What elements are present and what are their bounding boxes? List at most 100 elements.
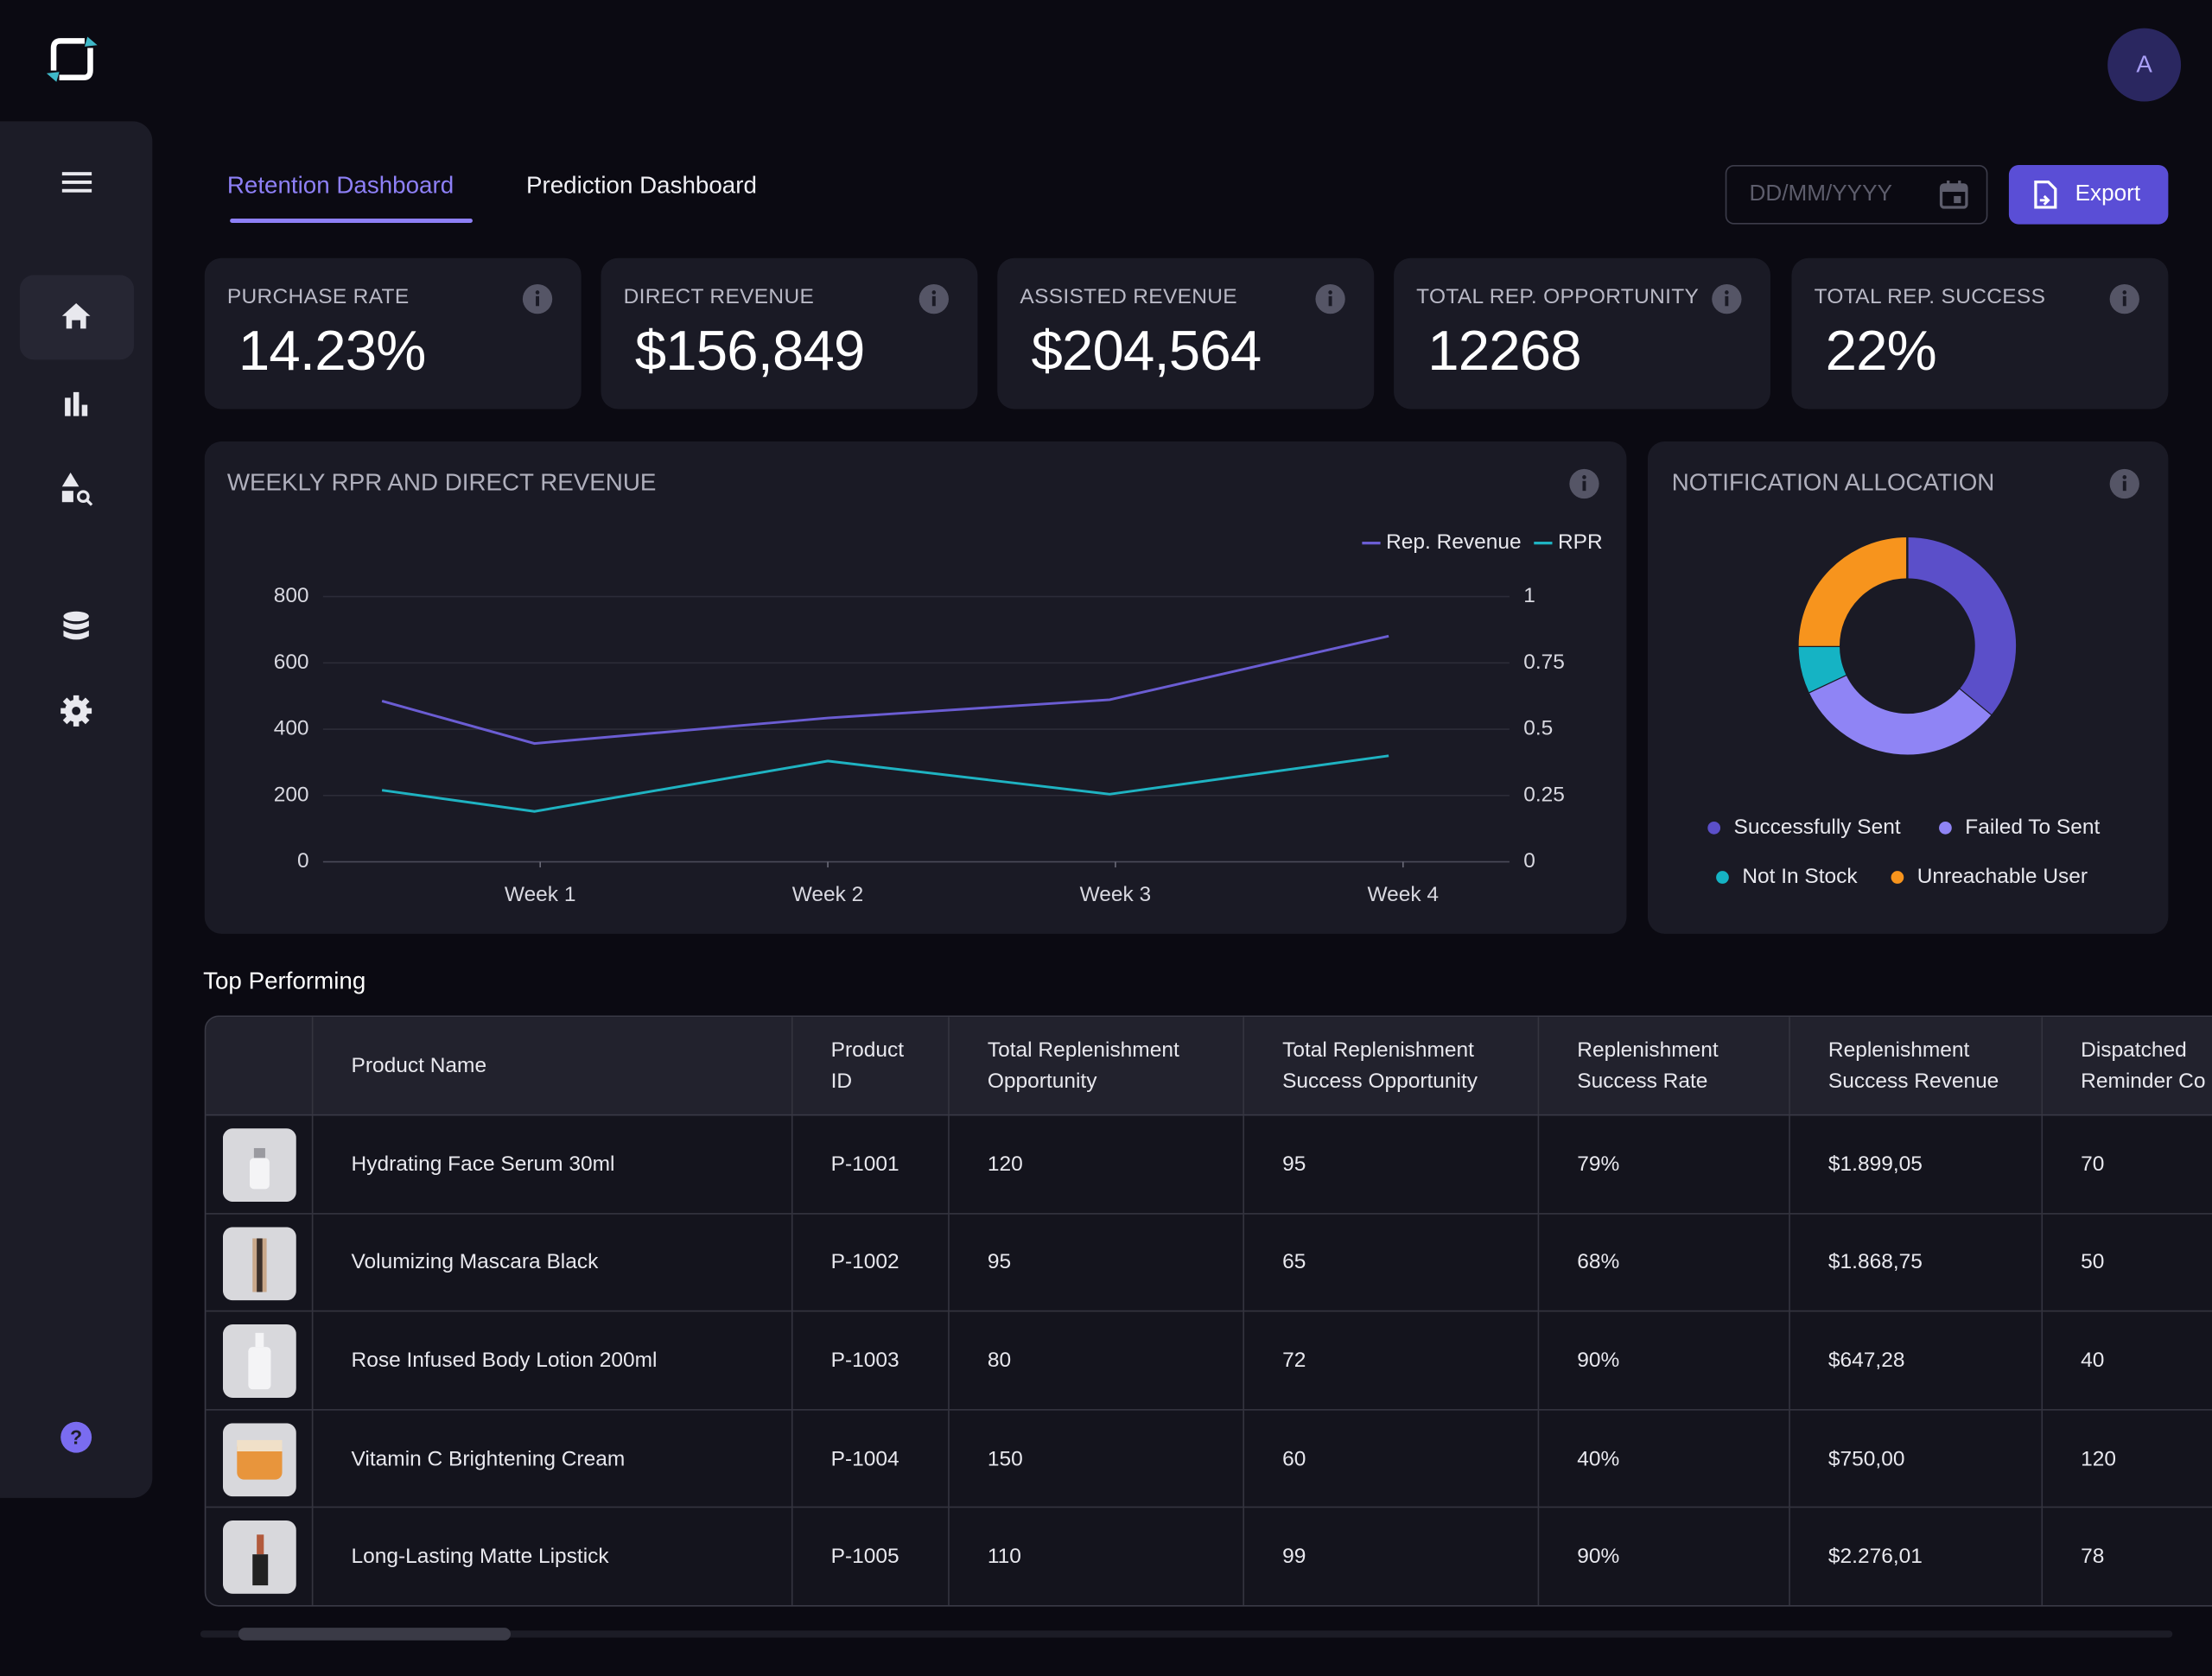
kpi-card: TOTAL REP. SUCCESS22%	[1791, 258, 2168, 409]
kpi-value: $204,564	[1031, 321, 1261, 384]
info-stem	[932, 296, 936, 306]
y-tick-label: 0	[297, 849, 309, 873]
legend-dot	[1939, 822, 1952, 835]
tab-underline	[230, 219, 473, 223]
thumb-shape	[248, 1347, 270, 1389]
info-icon[interactable]	[522, 283, 553, 314]
header-cell: Product ID	[793, 1017, 950, 1114]
product-thumbnail	[223, 1521, 296, 1595]
header-cell: Total Replenishment Success Opportunity	[1244, 1017, 1539, 1114]
legend-label: RPR	[1558, 530, 1603, 554]
table-cell: P-1001	[793, 1115, 950, 1214]
export-label: Export	[2075, 182, 2141, 207]
y-tick-label: 800	[274, 584, 309, 607]
chart-title: WEEKLY RPR AND DIRECT REVENUE	[227, 468, 657, 495]
section-title: Top Performing	[203, 968, 365, 996]
tab[interactable]: Retention Dashboard	[227, 172, 454, 200]
info-icon[interactable]	[918, 283, 950, 314]
kpi-value: 12268	[1427, 321, 1581, 384]
sidebar-icons: ?	[0, 121, 152, 1497]
legend-dot	[1891, 871, 1904, 884]
table-cell: P-1002	[793, 1214, 950, 1312]
y2-tick-label: 0.5	[1523, 717, 1553, 740]
legend-label: Rep. Revenue	[1386, 530, 1521, 554]
image-cell	[206, 1115, 313, 1214]
info-icon[interactable]	[1569, 468, 1600, 499]
table-cell: $1.868,75	[1790, 1214, 2043, 1312]
image-cell	[206, 1410, 313, 1508]
y-tick-label: 200	[274, 783, 309, 806]
thumb-shape	[257, 1535, 264, 1555]
y-tick-label: 600	[274, 651, 309, 674]
scrollbar-thumb[interactable]	[238, 1628, 511, 1641]
table-cell: 95	[950, 1214, 1244, 1312]
donut-segment	[1827, 683, 1975, 734]
table-cell: Long-Lasting Matte Lipstick	[313, 1508, 792, 1607]
y2-tick-label: 0.75	[1523, 651, 1565, 674]
header-cell: Replenishment Success Revenue	[1790, 1017, 2043, 1114]
table-cell: 80	[950, 1312, 1244, 1411]
kpi-card: ASSISTED REVENUE$204,564	[997, 258, 1374, 409]
image-cell	[206, 1312, 313, 1411]
header-cell	[206, 1017, 313, 1114]
product-thumbnail	[223, 1227, 296, 1300]
analytics-icon[interactable]	[65, 392, 87, 416]
info-stem	[2123, 481, 2126, 491]
y-tick-label: 400	[274, 717, 309, 740]
table-cell: 50	[2043, 1214, 2212, 1312]
kpi-card: TOTAL REP. OPPORTUNITY12268	[1394, 258, 1770, 409]
info-dot	[2122, 475, 2126, 479]
table: Product NameProduct IDTotal Replenishmen…	[205, 1016, 2212, 1607]
info-stem	[1583, 481, 1586, 491]
table-cell: P-1003	[793, 1312, 950, 1411]
table-cell: 79%	[1539, 1115, 1790, 1214]
y2-tick-label: 0.25	[1523, 783, 1565, 806]
x-tick-label: Week 1	[505, 883, 576, 906]
table-cell: $647,28	[1790, 1312, 2043, 1411]
settings-icon[interactable]	[60, 695, 92, 727]
image-cell	[206, 1214, 313, 1312]
legend-label: Unreachable User	[1917, 865, 2088, 888]
line-chart-card: WEEKLY RPR AND DIRECT REVENUE 0 200 400 600…	[205, 441, 1627, 934]
date-input[interactable]: DD/MM/YYYY	[1726, 165, 1988, 225]
info-icon[interactable]	[1315, 283, 1346, 314]
tab[interactable]: Prediction Dashboard	[526, 172, 757, 200]
info-dot	[1725, 290, 1729, 295]
table-cell: 90%	[1539, 1312, 1790, 1411]
export-button[interactable]: Export	[2009, 165, 2168, 225]
thumb-shape	[256, 1333, 264, 1347]
table-cell: 70	[2043, 1115, 2212, 1214]
image-cell	[206, 1508, 313, 1607]
x-tick-label: Week 3	[1080, 883, 1152, 906]
avatar[interactable]: A	[2107, 29, 2181, 102]
info-stem	[1725, 296, 1728, 306]
info-icon[interactable]	[2109, 468, 2140, 499]
table-cell: 120	[2043, 1410, 2212, 1508]
legend-label: Not In Stock	[1742, 865, 1858, 888]
line-chart: WEEKLY RPR AND DIRECT REVENUE 0 200 400 600…	[205, 441, 1627, 934]
donut-segment	[1819, 646, 1827, 683]
info-icon[interactable]	[2109, 283, 2140, 314]
table-cell: 120	[950, 1115, 1244, 1214]
product-thumbnail	[223, 1324, 296, 1398]
table-cell: 78	[2043, 1508, 2212, 1607]
table-cell: 110	[950, 1508, 1244, 1607]
database-icon[interactable]	[63, 612, 88, 640]
table-cell: 65	[1244, 1214, 1539, 1312]
table-cell: 60	[1244, 1410, 1539, 1508]
info-dot	[2122, 290, 2126, 295]
info-icon[interactable]	[1711, 283, 1742, 314]
header-cell: Total Replenishment Opportunity	[950, 1017, 1244, 1114]
kpi-value: 14.23%	[238, 321, 426, 384]
table-cell: $1.899,05	[1790, 1115, 2043, 1214]
product-thumbnail	[223, 1423, 296, 1496]
menu-icon[interactable]	[62, 172, 92, 175]
logo	[42, 34, 105, 85]
thumb-shape	[252, 1555, 268, 1586]
search-shapes-icon[interactable]	[62, 473, 92, 505]
table-cell: 90%	[1539, 1508, 1790, 1607]
calendar-icon[interactable]	[1938, 179, 1969, 210]
help-glyph[interactable]: ?	[70, 1425, 82, 1448]
y2-tick-label: 0	[1523, 849, 1535, 873]
table-cell: $750,00	[1790, 1410, 2043, 1508]
